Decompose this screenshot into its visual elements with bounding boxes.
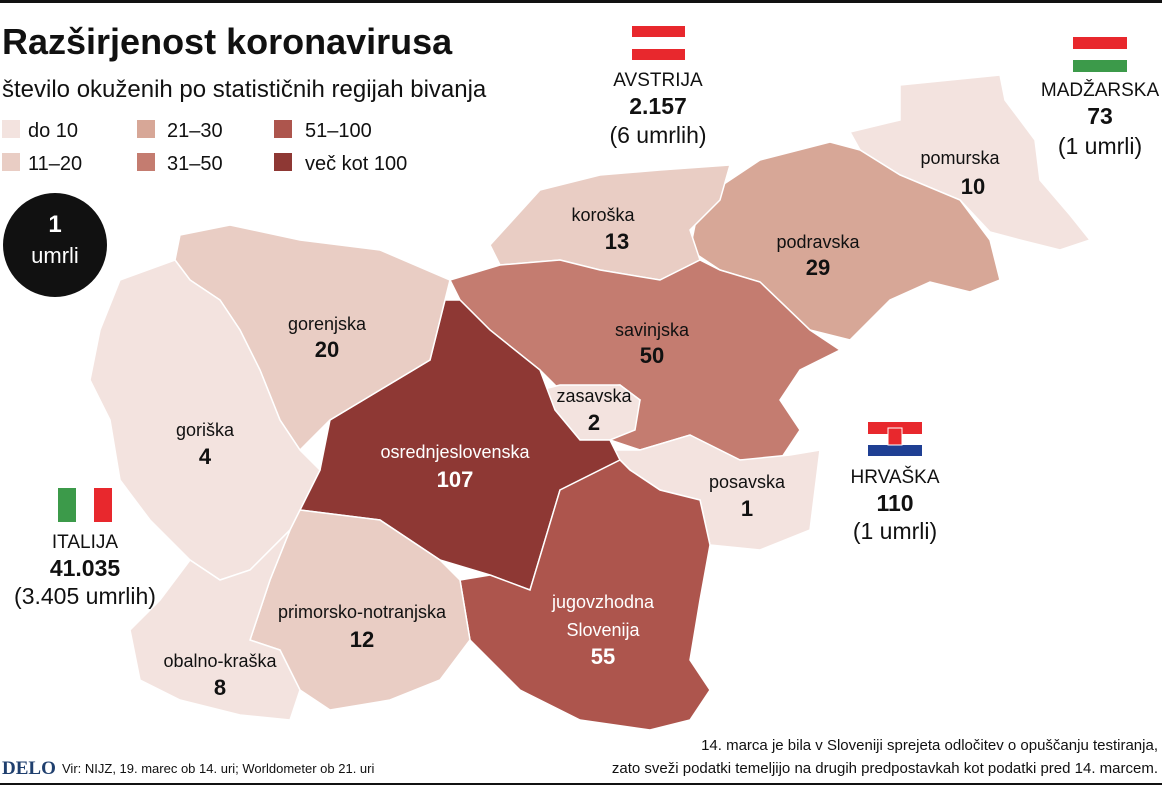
region-labels: pomurska 10 podravska 29 koroška 13 savi… <box>163 148 1000 700</box>
country-cases: 2.157 <box>629 93 687 119</box>
footer: DELO Vir: NIJZ, 19. marec ob 14. uri; Wo… <box>0 737 1162 785</box>
region-cases: 4 <box>199 444 212 469</box>
country-name: MADŽARSKA <box>1041 79 1160 101</box>
region-name: Slovenija <box>566 620 640 640</box>
region-cases: 2 <box>588 410 600 435</box>
legend-label: 31–50 <box>167 153 223 175</box>
region-cases: 29 <box>806 255 830 280</box>
region-cases: 10 <box>961 174 985 199</box>
country-austria: AVSTRIJA 2.157 (6 umrlih) <box>609 26 707 148</box>
legend: do 10 11–20 21–30 31–50 51–100 več kot 1… <box>2 120 407 175</box>
country-deaths: (1 umrli) <box>1058 133 1142 159</box>
region-cases: 107 <box>437 467 474 492</box>
region-name: primorsko-notranjska <box>278 602 447 622</box>
legend-swatch <box>274 153 292 171</box>
legend-label: do 10 <box>28 120 78 142</box>
title: Razširjenost koronavirusa <box>2 21 453 62</box>
flag-stripe <box>1073 49 1127 60</box>
region-name: posavska <box>709 472 786 492</box>
flag-coat <box>887 427 903 446</box>
country-name: ITALIJA <box>52 532 118 553</box>
region-cases: 55 <box>591 644 615 669</box>
flag-stripe <box>632 37 685 49</box>
country-name: AVSTRIJA <box>613 70 703 91</box>
region-cases: 1 <box>741 496 753 521</box>
flag-stripe <box>868 445 922 456</box>
legend-swatch <box>137 153 155 171</box>
note-line: zato sveži podatki temeljijo na drugih p… <box>612 760 1158 777</box>
legend-swatch <box>2 153 20 171</box>
subtitle: število okuženih po statističnih regijah… <box>2 76 487 103</box>
region-cases: 50 <box>640 343 664 368</box>
flag-stripe <box>632 26 685 37</box>
flag-stripe <box>76 488 94 522</box>
region-cases: 8 <box>214 675 226 700</box>
country-croatia: HRVAŠKA 110 (1 umrli) <box>850 422 940 544</box>
legend-label: 11–20 <box>28 153 82 175</box>
region-name: osrednjeslovenska <box>380 442 530 462</box>
country-deaths: (6 umrlih) <box>609 122 706 148</box>
flag-stripe <box>58 488 76 522</box>
region-name: pomurska <box>920 148 1000 168</box>
region-name: gorenjska <box>288 314 367 334</box>
death-count: 1 <box>48 211 61 238</box>
flag-stripe <box>94 488 112 522</box>
region-name: koroška <box>571 205 635 225</box>
country-hungary: MADŽARSKA 73 (1 umrli) <box>1041 37 1160 159</box>
flag-stripe <box>1073 60 1127 72</box>
source: Vir: NIJZ, 19. marec ob 14. uri; Worldom… <box>62 761 374 776</box>
legend-swatch <box>2 120 20 138</box>
regions <box>89 74 1092 731</box>
death-marker: 1 umrli <box>3 193 107 297</box>
legend-swatch <box>274 120 292 138</box>
region-name: goriška <box>176 420 235 440</box>
legend-label: več kot 100 <box>305 153 407 175</box>
country-deaths: (1 umrli) <box>853 518 937 544</box>
legend-label: 51–100 <box>305 120 372 142</box>
country-cases: 110 <box>876 490 913 516</box>
region-cases: 13 <box>605 229 629 254</box>
bottom-rule <box>0 783 1162 785</box>
country-cases: 41.035 <box>50 555 121 581</box>
flag-stripe <box>1073 37 1127 49</box>
note-line: 14. marca je bila v Sloveniji sprejeta o… <box>701 737 1158 754</box>
region-name: podravska <box>776 232 860 252</box>
region-cases: 12 <box>350 627 374 652</box>
legend-swatch <box>137 120 155 138</box>
country-cases: 73 <box>1087 103 1113 129</box>
death-circle <box>3 193 107 297</box>
region-name: jugovzhodna <box>551 592 655 612</box>
death-label: umrli <box>31 243 79 268</box>
top-rule <box>0 0 1162 3</box>
region <box>459 459 711 731</box>
region-name: zasavska <box>556 386 632 406</box>
logo: DELO <box>2 758 56 779</box>
country-name: HRVAŠKA <box>850 466 939 488</box>
flag-stripe <box>632 49 685 60</box>
region-name: savinjska <box>615 320 690 340</box>
country-italy: ITALIJA 41.035 (3.405 umrlih) <box>14 488 156 609</box>
region <box>129 529 301 721</box>
legend-label: 21–30 <box>167 120 223 142</box>
region <box>848 74 1092 251</box>
region-name: obalno-kraška <box>163 651 277 671</box>
region-cases: 20 <box>315 337 339 362</box>
country-deaths: (3.405 umrlih) <box>14 583 156 609</box>
